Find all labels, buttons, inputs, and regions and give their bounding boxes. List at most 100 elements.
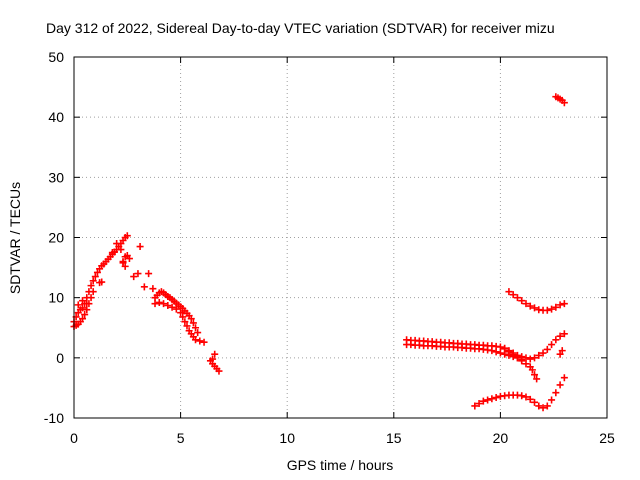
- data-point-8-0: [501, 345, 509, 353]
- y-tick-label-1: 0: [56, 350, 64, 366]
- data-point-9-0: [505, 347, 513, 355]
- data-point-11-13: [526, 395, 534, 403]
- data-point-9-3: [518, 353, 526, 361]
- data-point-11-21: [560, 374, 568, 382]
- data-point-11-15: [535, 402, 543, 410]
- data-point-5-5: [211, 350, 219, 358]
- series-arc-upper-right: [505, 288, 568, 314]
- data-point-0-9: [89, 277, 97, 285]
- data-point-8-5: [522, 360, 530, 368]
- data-point-4-13: [192, 336, 200, 344]
- data-point-8-9: [533, 375, 541, 383]
- data-point-11-1: [475, 400, 483, 408]
- data-point-7-22: [496, 349, 504, 357]
- data-points: [70, 93, 568, 412]
- data-point-4-9: [183, 322, 191, 330]
- data-point-10-4: [522, 300, 530, 308]
- data-point-9-12: [556, 332, 564, 340]
- y-tick-label-2: 10: [48, 290, 64, 306]
- data-point-10-12: [556, 301, 564, 309]
- data-point-0-25: [123, 232, 131, 240]
- plot-frame: [73, 56, 608, 419]
- data-point-9-8: [539, 349, 547, 357]
- data-point-0-11: [93, 268, 101, 276]
- series-arc-early-lower: [70, 288, 97, 331]
- data-point-10-11: [552, 303, 560, 311]
- data-point-10-5: [526, 302, 534, 310]
- data-point-2-11: [125, 255, 133, 263]
- data-point-4-2: [160, 300, 168, 308]
- data-point-3-19: [192, 324, 200, 332]
- data-point-9-6: [531, 354, 539, 362]
- data-point-2-6: [113, 240, 121, 248]
- data-point-2-13: [134, 270, 142, 278]
- data-point-1-4: [79, 315, 87, 323]
- data-point-2-12: [130, 273, 138, 281]
- data-point-9-13: [560, 330, 568, 338]
- data-point-9-7: [535, 351, 543, 359]
- x-tick-label-3: 15: [386, 430, 402, 446]
- data-point-2-4: [98, 278, 106, 286]
- data-point-9-5: [526, 355, 534, 363]
- data-point-11-0: [471, 402, 479, 410]
- data-point-1-5: [81, 311, 89, 319]
- axis-ticks: 0 5 10 15 20 25 -10 0 10 20 30 40 50: [44, 49, 615, 446]
- data-point-4-4: [168, 303, 176, 311]
- data-point-6-22: [496, 343, 504, 351]
- data-point-11-20: [556, 381, 564, 389]
- data-point-10-1: [509, 291, 517, 299]
- data-point-3-20: [194, 329, 202, 337]
- data-point-2-19: [121, 253, 129, 261]
- data-point-11-12: [522, 393, 530, 401]
- data-point-2-2: [83, 300, 91, 308]
- y-axis-label: SDTVAR / TECUs: [7, 182, 23, 294]
- y-tick-label-0: -10: [44, 410, 64, 426]
- data-point-11-4: [488, 395, 496, 403]
- data-point-10-2: [513, 294, 521, 302]
- data-point-2-7: [117, 246, 125, 254]
- data-point-1-6: [83, 306, 91, 314]
- data-point-4-15: [200, 338, 208, 346]
- data-point-11-5: [492, 394, 500, 402]
- series-arc-negative-bowl: [471, 374, 568, 412]
- y-tick-label-5: 40: [48, 109, 64, 125]
- x-tick-label-0: 0: [70, 430, 78, 446]
- data-point-9-10: [548, 341, 556, 349]
- data-point-11-14: [531, 398, 539, 406]
- data-point-4-0: [151, 300, 159, 308]
- data-point-3-18: [189, 319, 197, 327]
- data-point-11-11: [518, 392, 526, 400]
- data-point-2-9: [121, 262, 129, 270]
- y-tick-label-6: 50: [48, 49, 64, 65]
- data-point-3-17: [187, 315, 195, 323]
- series-arc-dip-recover: [505, 330, 568, 363]
- data-point-11-19: [552, 389, 560, 397]
- data-point-10-6: [531, 304, 539, 312]
- data-point-9-9: [543, 345, 551, 353]
- data-point-2-17: [149, 285, 157, 293]
- series-arc-decline: [151, 288, 202, 337]
- data-point-4-3: [164, 301, 172, 309]
- data-point-4-8: [181, 318, 189, 326]
- x-tick-label-2: 10: [279, 430, 295, 446]
- data-point-1-9: [89, 288, 97, 296]
- x-tick-label-4: 20: [493, 430, 509, 446]
- data-point-9-4: [522, 354, 530, 362]
- data-point-0-10: [91, 273, 99, 281]
- data-point-2-1: [79, 297, 87, 305]
- data-point-7-21: [492, 348, 500, 356]
- data-point-8-7: [528, 366, 536, 374]
- data-point-11-3: [484, 396, 492, 404]
- y-tick-label-4: 30: [48, 169, 64, 185]
- data-point-1-8: [87, 294, 95, 302]
- data-point-11-17: [543, 402, 551, 410]
- data-point-0-4: [79, 304, 87, 312]
- data-point-12-5: [556, 350, 564, 358]
- chart-title: Day 312 of 2022, Sidereal Day-to-day VTE…: [46, 20, 555, 36]
- data-point-5-6: [209, 355, 217, 363]
- data-point-10-9: [543, 306, 551, 314]
- data-point-9-1: [509, 349, 517, 357]
- data-point-4-1: [155, 298, 163, 306]
- x-axis-label: GPS time / hours: [287, 457, 394, 473]
- series-arc-late-isolated: [552, 93, 568, 358]
